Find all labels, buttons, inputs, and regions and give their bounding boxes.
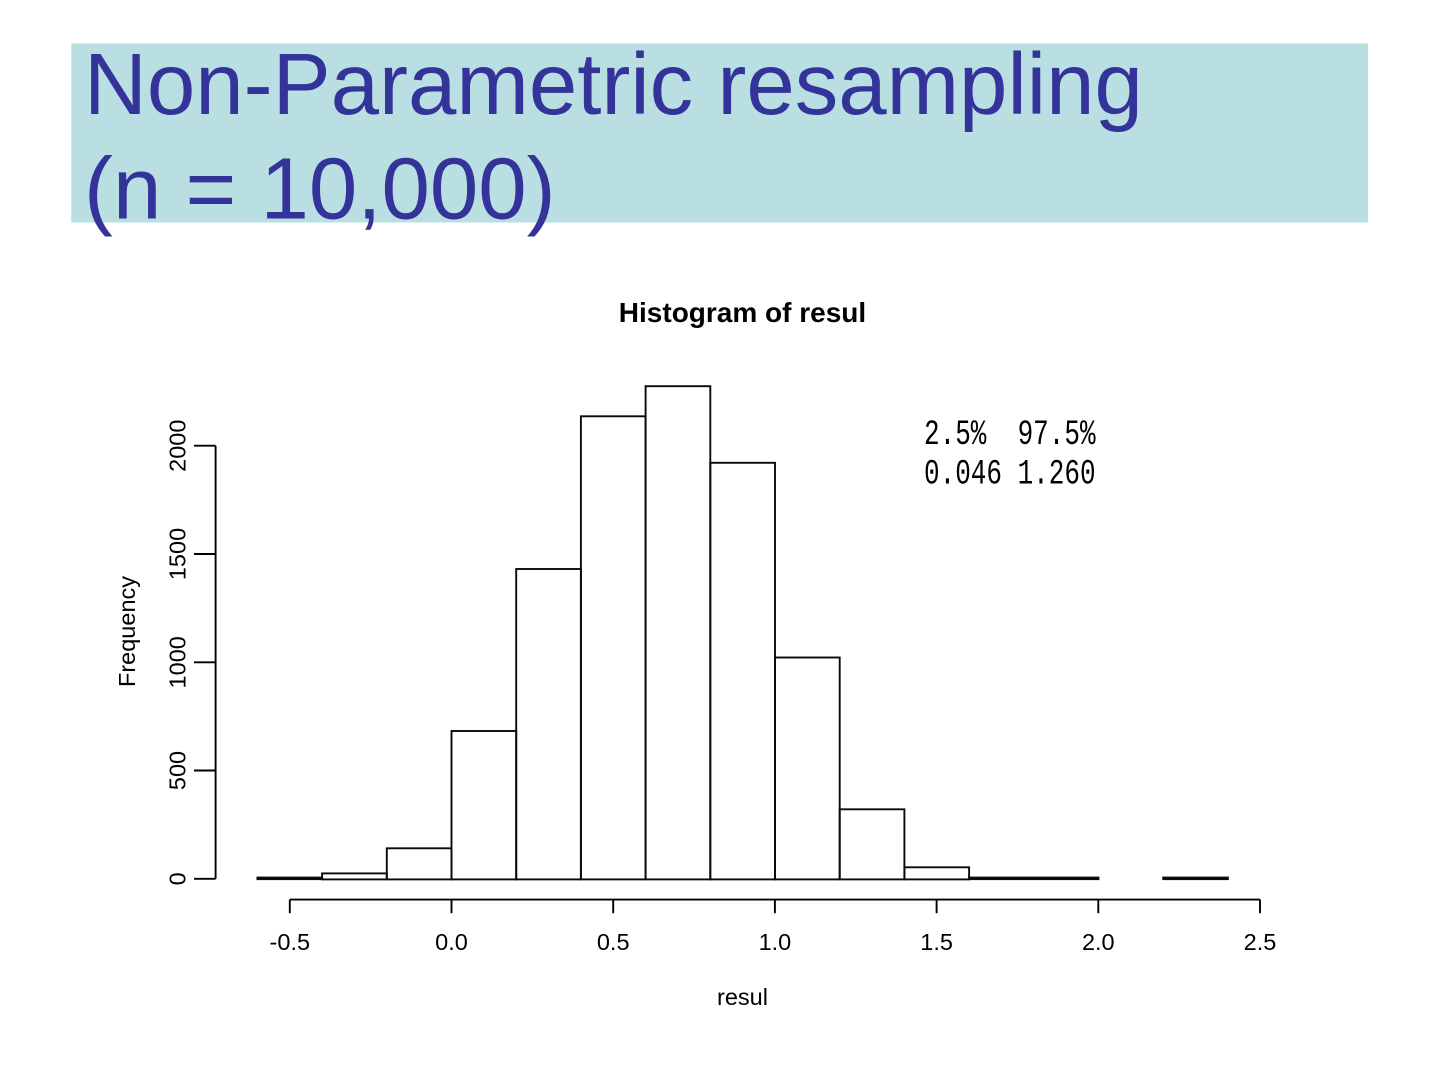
svg-text:2.5% 97.5%: 2.5% 97.5% xyxy=(924,416,1096,456)
svg-text:Histogram of resul: Histogram of resul xyxy=(619,297,866,328)
svg-text:1.5: 1.5 xyxy=(920,929,953,955)
svg-text:0: 0 xyxy=(165,872,191,885)
svg-text:2.0: 2.0 xyxy=(1082,929,1115,955)
svg-text:(n = 10,000): (n = 10,000) xyxy=(84,141,556,238)
svg-text:Non-Parametric resampling: Non-Parametric resampling xyxy=(84,36,1143,133)
svg-text:Frequency: Frequency xyxy=(114,576,140,687)
svg-text:0.046 1.260: 0.046 1.260 xyxy=(924,455,1096,495)
svg-text:1.0: 1.0 xyxy=(759,929,792,955)
svg-text:2.5: 2.5 xyxy=(1244,929,1277,955)
svg-text:1000: 1000 xyxy=(165,636,191,688)
svg-text:0.5: 0.5 xyxy=(597,929,630,955)
svg-text:resul: resul xyxy=(717,984,768,1010)
svg-text:500: 500 xyxy=(165,751,191,790)
svg-text:2000: 2000 xyxy=(165,420,191,472)
svg-text:1500: 1500 xyxy=(165,528,191,580)
svg-text:0.0: 0.0 xyxy=(435,929,468,955)
svg-text:-0.5: -0.5 xyxy=(270,929,311,955)
